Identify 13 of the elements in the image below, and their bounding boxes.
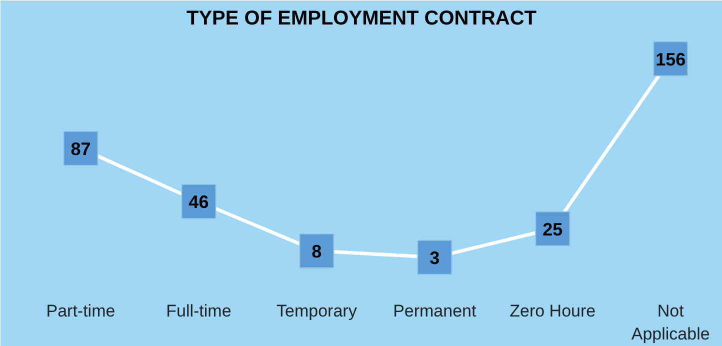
x-tick-label: Permanent <box>393 302 476 320</box>
data-label: 46 <box>188 192 209 212</box>
x-tick-label: Part-time <box>46 302 116 320</box>
data-label: 8 <box>312 241 322 262</box>
x-tick-label: Not Applicable <box>631 302 710 344</box>
data-label: 3 <box>430 248 440 268</box>
data-label: 156 <box>656 49 686 70</box>
x-tick-label: Full-time <box>166 302 232 320</box>
data-label: 87 <box>70 138 91 159</box>
x-tick-label: Zero Houre <box>510 302 596 320</box>
x-tick-label: Temporary <box>276 302 358 320</box>
chart-title: TYPE OF EMPLOYMENT CONTRACT <box>186 8 536 30</box>
data-label: 25 <box>542 219 563 240</box>
